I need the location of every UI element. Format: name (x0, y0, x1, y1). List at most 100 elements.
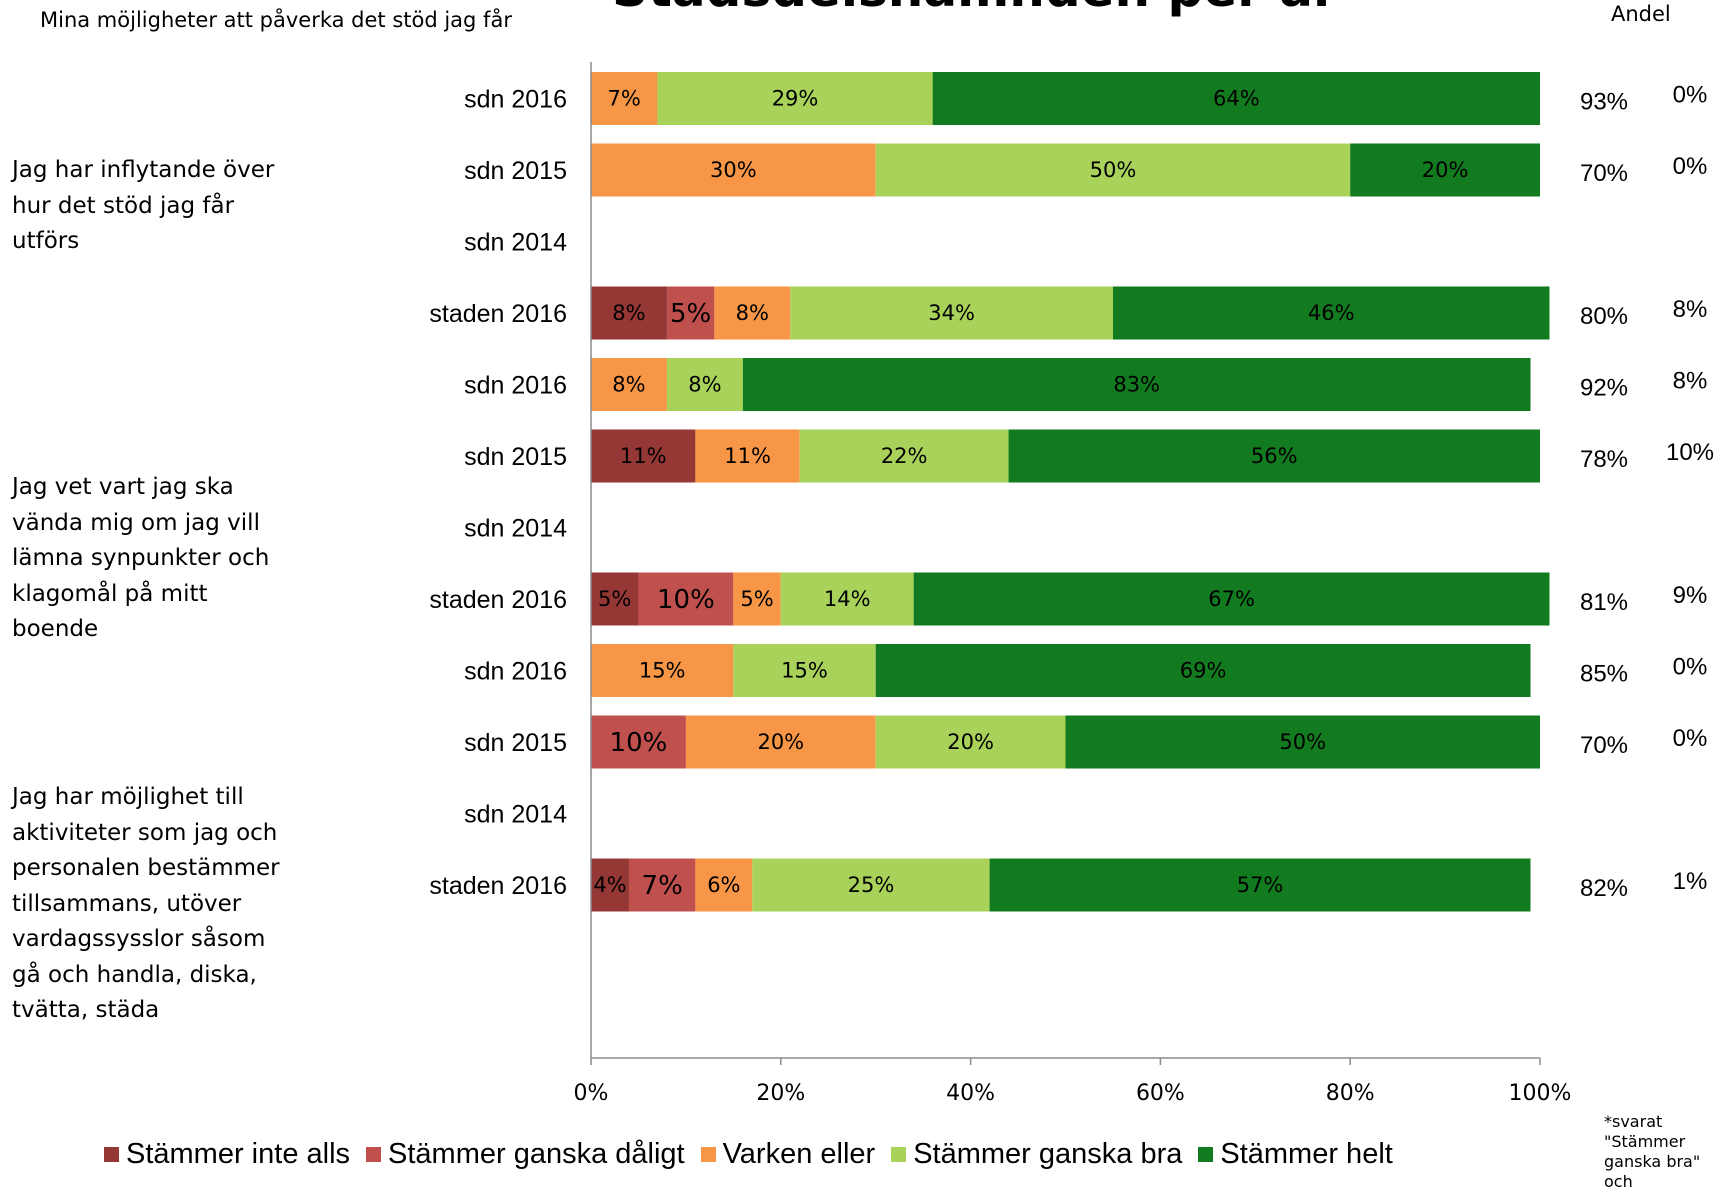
negative-share-value: 8% (1673, 368, 1708, 395)
bar-segment (695, 858, 753, 912)
chart-title: Stadsdelsnämnden per år (612, 0, 1338, 18)
legend-label: Stämmer ganska dåligt (388, 1138, 685, 1170)
data-label: 67% (1208, 587, 1255, 611)
row-label: sdn 2016 (464, 86, 567, 114)
bar-segment (780, 572, 914, 626)
data-label: 11% (620, 444, 667, 468)
legend-label: Stämmer helt (1220, 1138, 1393, 1170)
footnote: *svarat "Stämmer ganska bra" och (1604, 1112, 1701, 1191)
data-label: 8% (612, 373, 645, 397)
x-tick-label: 20% (756, 1081, 805, 1106)
row-label: sdn 2015 (464, 443, 567, 471)
data-label: 5% (598, 587, 631, 611)
bar-segment (742, 358, 1531, 411)
negative-share-value: 0% (1673, 725, 1708, 752)
bar-segment (875, 715, 1066, 769)
bar-segment (591, 72, 658, 125)
chart-subtitle: Mina möjligheter att påverka det stöd ja… (40, 8, 512, 32)
data-label: 30% (710, 158, 757, 182)
positive-share-value: 82% (1580, 875, 1628, 902)
bar-segment (666, 286, 715, 340)
data-label: 20% (1422, 158, 1469, 182)
negative-share-value: 0% (1673, 82, 1708, 109)
data-label: 56% (1251, 444, 1298, 468)
row-label: staden 2016 (429, 586, 567, 614)
negative-share-value: 0% (1673, 153, 1708, 180)
data-label: 50% (1090, 158, 1137, 182)
question-label-2: Jag vet vart jag ska vända mig om jag vi… (12, 474, 270, 642)
bar-segment (875, 143, 1351, 197)
bar-segment (657, 72, 933, 125)
bar-segment (685, 715, 876, 769)
bar-segment (752, 858, 990, 912)
bar-segment (591, 715, 686, 769)
question-label-1: Jag har inflytande över hur det stöd jag… (12, 157, 275, 254)
positive-share-value: 70% (1580, 160, 1628, 187)
bar-segment (790, 286, 1113, 340)
legend-swatch (891, 1147, 907, 1162)
legend-item: Stämmer inte alls (104, 1138, 350, 1171)
data-label: 6% (707, 873, 740, 897)
negative-share-value: 0% (1673, 654, 1708, 681)
data-label: 11% (724, 444, 771, 468)
data-label: 50% (1279, 730, 1326, 754)
positive-share-value: 85% (1580, 661, 1628, 688)
data-label: 7% (608, 87, 641, 111)
bar-segment (799, 429, 1009, 483)
chart-legend: Stämmer inte alls Stämmer ganska dåligt Va… (104, 1138, 1409, 1171)
row-label: staden 2016 (429, 872, 567, 900)
data-label: 69% (1180, 659, 1227, 683)
legend-swatch (700, 1147, 716, 1162)
data-label: 20% (757, 730, 804, 754)
row-label: sdn 2014 (464, 229, 567, 257)
x-tick-label: 80% (1326, 1081, 1375, 1106)
row-label: sdn 2016 (464, 372, 567, 400)
bar-segment (932, 72, 1540, 125)
data-label: 10% (610, 728, 668, 758)
negative-share-value: 1% (1673, 868, 1708, 895)
data-label: 10% (657, 585, 715, 615)
row-label: sdn 2015 (464, 157, 567, 185)
legend-label: Stämmer inte alls (126, 1138, 351, 1170)
positive-share-value: 81% (1580, 589, 1628, 616)
data-label: 83% (1113, 373, 1160, 397)
x-tick-label: 40% (946, 1081, 995, 1106)
x-tick-label: 100% (1509, 1081, 1572, 1106)
positive-share-value: 80% (1580, 303, 1628, 330)
bar-segment (1350, 143, 1540, 197)
data-label: 7% (642, 871, 683, 901)
bar-segment (1065, 715, 1540, 769)
legend-swatch (104, 1147, 119, 1162)
data-label: 5% (740, 587, 773, 611)
negative-share-value: 9% (1673, 582, 1708, 609)
bar-segment (666, 358, 743, 411)
question-label-3: Jag har möjlighet till aktiviteter som j… (12, 784, 280, 1023)
row-label: sdn 2016 (464, 658, 567, 686)
data-label: 15% (639, 659, 686, 683)
legend-label: Varken eller (722, 1138, 876, 1170)
bar-segment (591, 358, 667, 411)
bar-segment (591, 572, 639, 626)
legend-swatch (1198, 1147, 1214, 1162)
legend-swatch (366, 1147, 382, 1162)
bar-segment (591, 143, 876, 197)
data-label: 15% (781, 659, 828, 683)
legend-item: Stämmer helt (1198, 1138, 1393, 1171)
data-label: 8% (688, 373, 721, 397)
bar-segment (989, 858, 1531, 912)
data-label: 64% (1213, 87, 1260, 111)
positive-share-value: 78% (1580, 446, 1628, 473)
row-label: sdn 2014 (464, 515, 567, 543)
bar-segment (591, 286, 667, 340)
row-label: sdn 2014 (464, 801, 567, 829)
data-label: 34% (928, 301, 975, 325)
bar-segment (875, 644, 1531, 697)
bar-segment (695, 429, 800, 483)
legend-label: Stämmer ganska bra (913, 1138, 1183, 1170)
share-column-header: Andel (1611, 2, 1671, 26)
bar-segment (913, 572, 1550, 626)
bar-segment (591, 644, 734, 697)
negative-share-value: 10% (1666, 439, 1714, 466)
bar-segment (591, 429, 696, 483)
